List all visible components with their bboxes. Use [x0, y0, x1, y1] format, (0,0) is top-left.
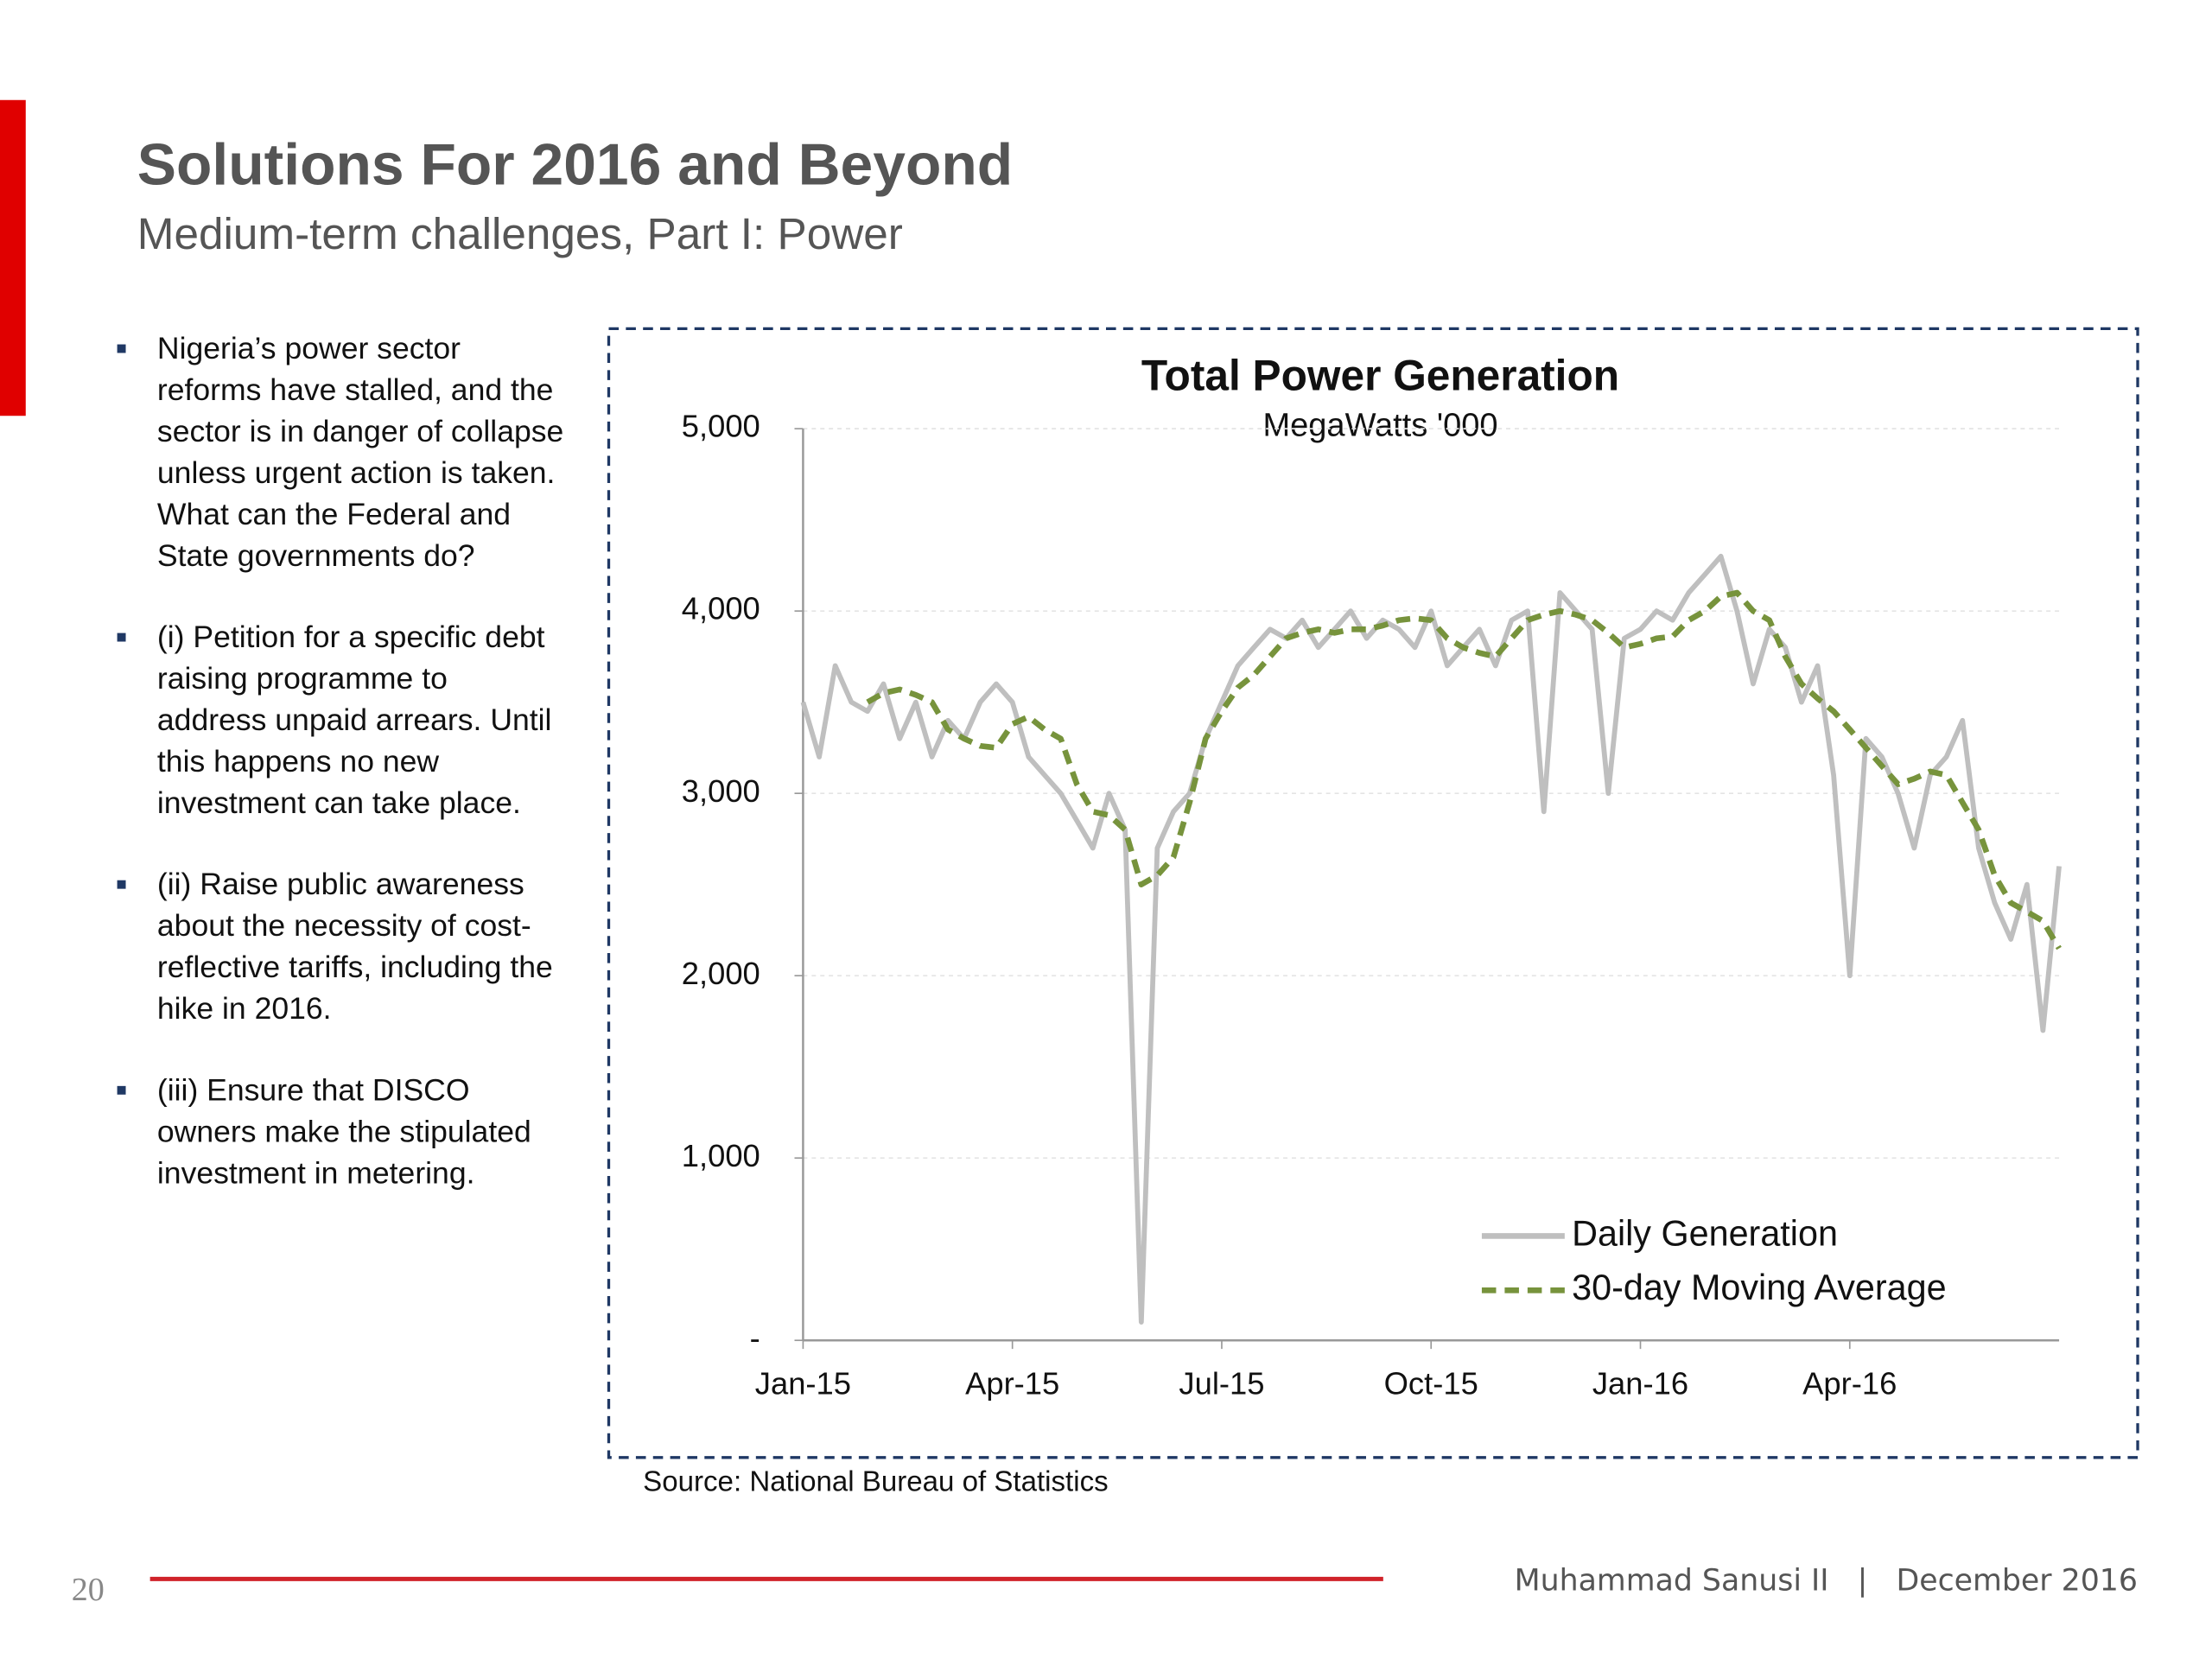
footer-credit: Muhammad Sanusi II | December 2016 [1514, 1563, 2139, 1598]
slide-title: Solutions For 2016 and Beyond [137, 131, 1014, 198]
y-tick-label: 5,000 [682, 409, 760, 444]
y-tick-label: 1,000 [682, 1138, 760, 1173]
bullet: Nigeria’s power sector reforms have stal… [114, 328, 564, 577]
accent-bar [0, 99, 26, 416]
x-tick-label: Apr-15 [965, 1366, 1059, 1402]
x-tick-label: Jul-15 [1179, 1366, 1264, 1402]
series-line [800, 553, 2062, 1325]
chart-title: Total Power Generation [1141, 351, 1619, 399]
slide-subtitle: Medium-term challenges, Part I: Power [137, 208, 903, 259]
bullet: (iii) Ensure that DISCO owners make the … [114, 1071, 564, 1195]
x-tick-label: Apr-16 [1802, 1366, 1897, 1402]
bullet: (i) Petition for a specific debt raising… [114, 617, 564, 824]
x-tick-label: Jan-15 [755, 1366, 851, 1402]
y-tick-label: 2,000 [682, 956, 760, 991]
y-tick-label: 4,000 [682, 591, 760, 626]
legend-label: 30-day Moving Average [1572, 1268, 1946, 1307]
chart-subtitle: MegaWatts '000 [1262, 408, 1497, 444]
source: Source: National Bureau of Statistics [643, 1465, 1108, 1497]
y-tick-label: 3,000 [682, 773, 760, 809]
bullet-list: Nigeria’s power sector reforms have stal… [114, 328, 564, 1234]
page-number: 20 [71, 1572, 105, 1608]
series-line [866, 589, 2062, 950]
y-tick-label: - [750, 1320, 760, 1356]
bullet: (ii) Raise public awareness about the ne… [114, 865, 564, 1031]
legend-label: Daily Generation [1572, 1213, 1838, 1253]
x-tick-label: Oct-15 [1384, 1366, 1478, 1402]
x-tick-label: Jan-16 [1592, 1366, 1688, 1402]
